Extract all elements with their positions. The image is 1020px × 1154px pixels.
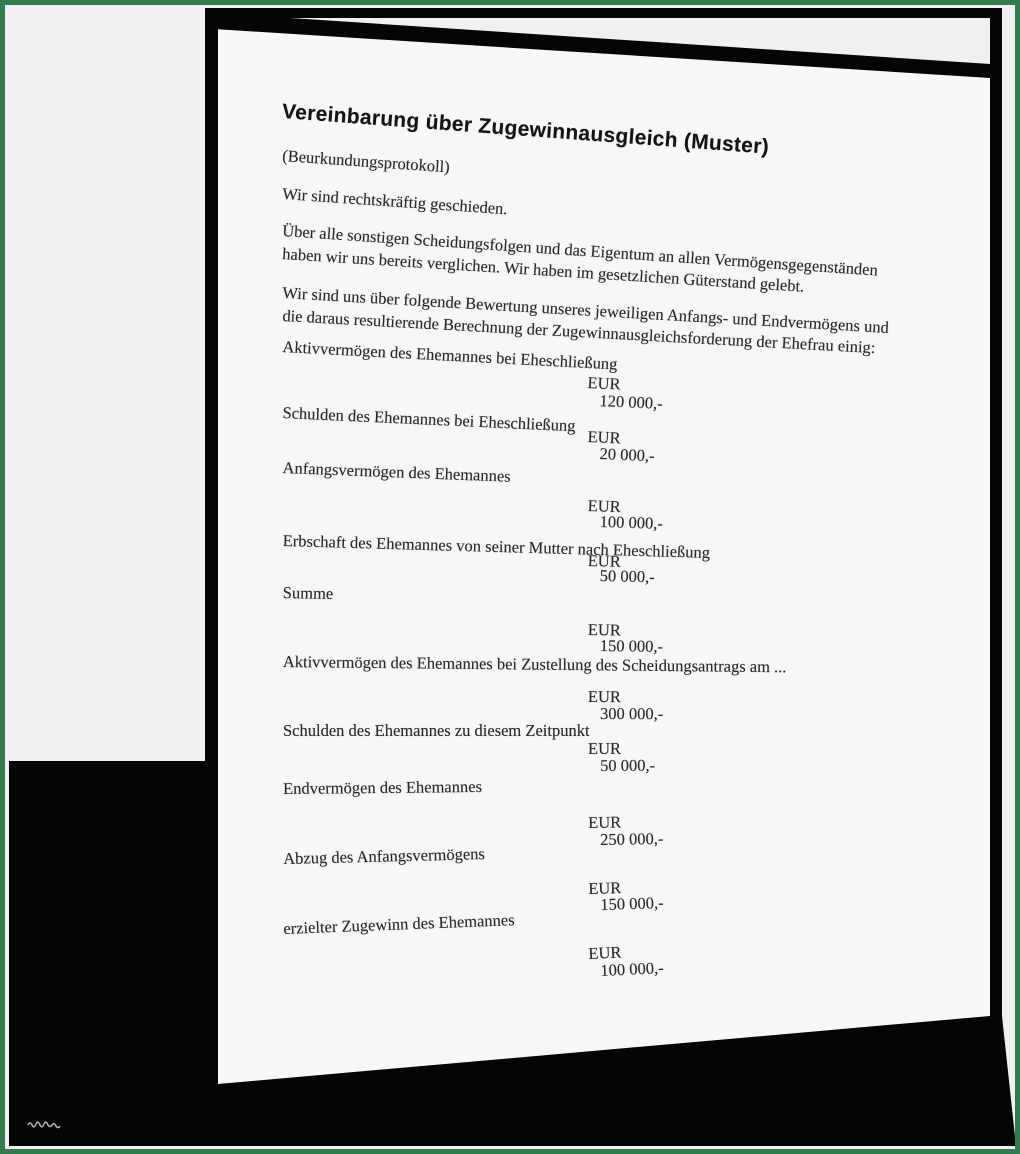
ledger-amount: 150 000,- bbox=[600, 893, 664, 914]
ledger-amount: 120 000,- bbox=[599, 391, 664, 413]
backdrop-top-band bbox=[205, 8, 1002, 18]
ledger-amount: 100 000,- bbox=[599, 512, 664, 533]
ledger-label: erzielter Zugewinn des Ehemannes bbox=[283, 910, 515, 938]
ledger-amount: 100 000,- bbox=[600, 958, 665, 980]
ledger-amount: 150 000,- bbox=[599, 636, 664, 656]
ledger-amount: 300 000,- bbox=[599, 704, 664, 724]
ledger-amount: 50 000,- bbox=[599, 566, 655, 587]
document-subtitle: (Beurkundungsprotokoll) bbox=[281, 146, 451, 177]
backdrop-right-bar bbox=[990, 8, 1002, 1146]
ledger-amount: 250 000,- bbox=[600, 828, 664, 849]
ledger-label: Erbschaft des Ehemannes von seiner Mutte… bbox=[282, 531, 711, 562]
ledger-label: Aktivvermögen des Ehemannes bei Zustellu… bbox=[282, 652, 787, 677]
ledger-label: Schulden des Ehemannes zu diesem Zeitpun… bbox=[283, 721, 590, 740]
ledger-amount: 20 000,- bbox=[599, 444, 655, 466]
ledger-label: Summe bbox=[282, 583, 334, 604]
ledger-label: Schulden des Ehemannes bei Eheschließung bbox=[282, 403, 576, 436]
ledger-label: Anfangsvermögen des Ehemannes bbox=[282, 458, 512, 486]
watermark-mark bbox=[27, 1121, 61, 1129]
backdrop-bottom-left-block bbox=[9, 761, 218, 1146]
ledger-label: Endvermögen des Ehemannes bbox=[283, 776, 483, 798]
ledger-label: Aktivvermögen des Ehemannes bei Eheschli… bbox=[282, 337, 618, 374]
ledger-label: Abzug des Anfangsvermögens bbox=[283, 844, 486, 868]
ledger-amount: 50 000,- bbox=[600, 755, 656, 775]
intro-line: Wir sind rechtskräftig geschieden. bbox=[281, 184, 509, 219]
